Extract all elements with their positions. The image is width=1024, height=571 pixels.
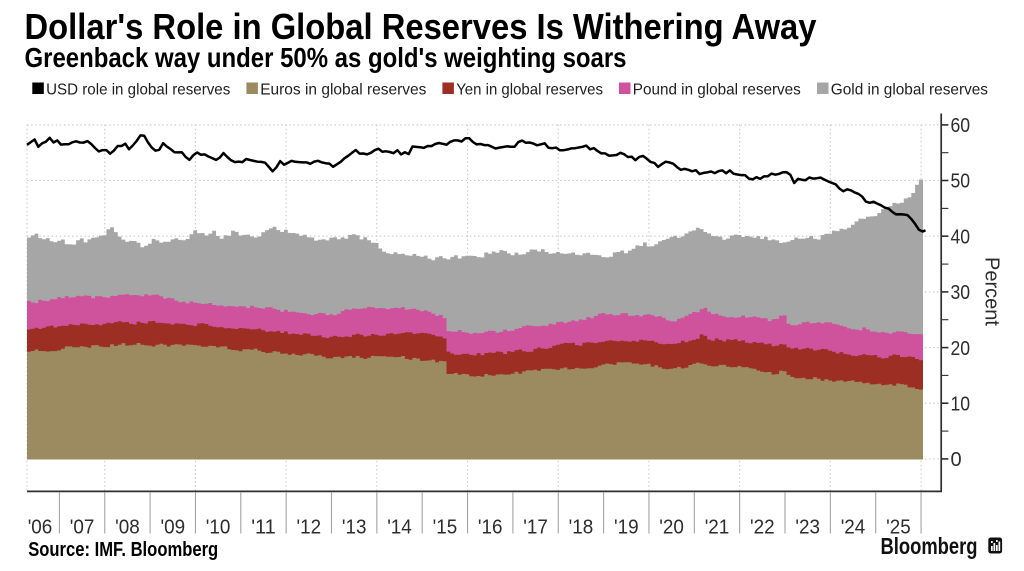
svg-text:'24: '24 (841, 517, 866, 539)
svg-text:'12: '12 (297, 517, 322, 539)
svg-text:'21: '21 (705, 517, 730, 539)
svg-text:'08: '08 (115, 517, 140, 539)
svg-text:'18: '18 (569, 517, 594, 539)
svg-text:'14: '14 (387, 517, 412, 539)
svg-text:Yen in global reserves: Yen in global reserves (456, 81, 603, 98)
svg-text:'11: '11 (251, 517, 276, 539)
svg-text:'15: '15 (433, 517, 458, 539)
svg-text:'07: '07 (70, 517, 95, 539)
svg-text:50: 50 (951, 171, 971, 193)
svg-text:10: 10 (951, 393, 971, 415)
svg-text:Pound in global reserves: Pound in global reserves (633, 81, 801, 98)
svg-text:Gold in global reserves: Gold in global reserves (831, 81, 988, 98)
svg-text:'10: '10 (206, 517, 231, 539)
svg-text:0: 0 (951, 449, 962, 471)
svg-text:'13: '13 (342, 517, 367, 539)
svg-text:Greenback way under 50% as gol: Greenback way under 50% as gold's weight… (25, 42, 627, 73)
svg-text:40: 40 (951, 226, 971, 248)
svg-text:'25: '25 (886, 517, 911, 539)
svg-text:'19: '19 (614, 517, 639, 539)
svg-text:'17: '17 (523, 517, 548, 539)
svg-text:'16: '16 (478, 517, 503, 539)
svg-text:'06: '06 (28, 517, 53, 539)
svg-text:60: 60 (951, 115, 971, 137)
svg-text:Euros in global reserves: Euros in global reserves (260, 81, 426, 98)
svg-text:'23: '23 (795, 517, 820, 539)
svg-text:'20: '20 (659, 517, 684, 539)
svg-text:USD role in global reserves: USD role in global reserves (46, 81, 230, 98)
svg-text:Dollar's Role in Global Reserv: Dollar's Role in Global Reserves Is With… (25, 6, 817, 47)
svg-text:Bloomberg: Bloomberg (881, 533, 978, 559)
svg-text:30: 30 (951, 282, 971, 304)
svg-text:Source: IMF. Bloomberg: Source: IMF. Bloomberg (28, 539, 218, 561)
svg-text:Percent: Percent (981, 257, 1004, 326)
svg-text:20: 20 (951, 338, 971, 360)
svg-text:'22: '22 (750, 517, 775, 539)
svg-text:'09: '09 (161, 517, 186, 539)
